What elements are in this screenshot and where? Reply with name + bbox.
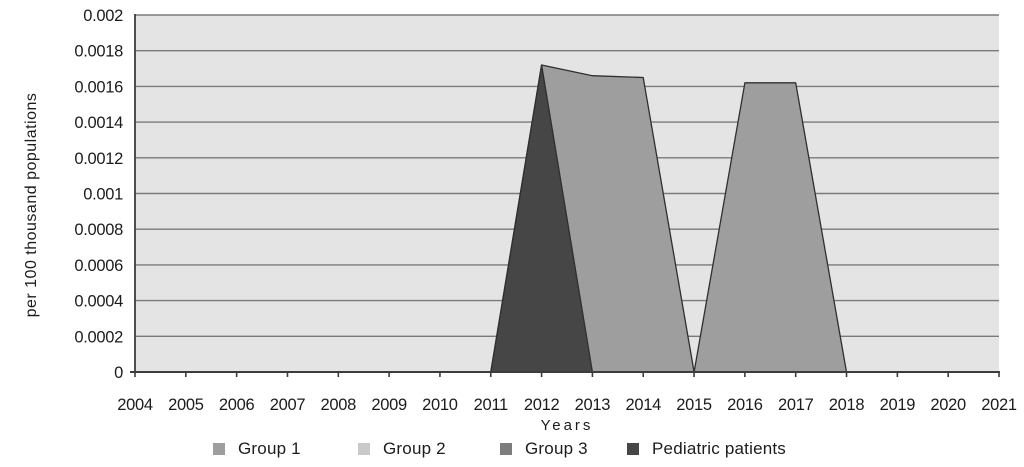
y-tick-label: 0.0006	[74, 257, 123, 275]
x-tick-label: 2005	[168, 396, 204, 414]
legend-label: Pediatric patients	[652, 439, 787, 458]
legend-label: Group 3	[525, 439, 588, 458]
y-tick-label: 0.0018	[74, 43, 123, 61]
y-tick-label: 0.0004	[74, 293, 123, 311]
legend-swatch-icon	[358, 443, 370, 455]
x-tick-label: 2017	[778, 396, 814, 414]
y-axis-title: per 100 thousand populations	[23, 92, 40, 318]
x-tick-label: 2009	[371, 396, 407, 414]
x-tick-label: 2004	[117, 396, 153, 414]
legend-item-pediatric-patients: Pediatric patients	[627, 438, 786, 460]
x-tick-label: 2019	[880, 396, 916, 414]
y-tick-label: 0.0008	[74, 221, 123, 239]
legend-item-group-1: Group 1	[213, 438, 301, 460]
y-tick-label: 0.0012	[74, 150, 123, 168]
legend-swatch-icon	[213, 443, 225, 455]
x-tick-label: 2021	[981, 396, 1017, 414]
y-tick-label: 0.001	[83, 186, 123, 204]
x-tick-label: 2006	[219, 396, 255, 414]
x-tick-label: 2007	[270, 396, 306, 414]
x-tick-label: 2010	[422, 396, 458, 414]
y-tick-label: 0.0002	[74, 328, 123, 346]
legend-item-group-3: Group 3	[500, 438, 588, 460]
x-tick-label: 2020	[930, 396, 966, 414]
x-tick-label: 2016	[727, 396, 763, 414]
legend-swatch-icon	[627, 443, 639, 455]
y-tick-label: 0.0014	[74, 114, 123, 132]
x-tick-label: 2012	[524, 396, 560, 414]
x-axis-title: Years	[540, 417, 594, 434]
x-tick-label: 2008	[321, 396, 357, 414]
y-tick-label: 0.002	[83, 7, 123, 25]
y-tick-label: 0	[114, 364, 123, 382]
x-tick-label: 2014	[625, 396, 661, 414]
legend-label: Group 2	[383, 439, 446, 458]
chart-legend: Group 1 Group 2 Group 3 Pediatric patients	[0, 438, 1024, 462]
x-tick-label: 2013	[575, 396, 611, 414]
y-tick-label: 0.0016	[74, 78, 123, 96]
x-tick-label: 2018	[829, 396, 865, 414]
legend-swatch-icon	[500, 443, 512, 455]
x-tick-label: 2015	[676, 396, 712, 414]
x-tick-label: 2011	[474, 396, 508, 414]
legend-label: Group 1	[238, 439, 301, 458]
legend-item-group-2: Group 2	[358, 438, 446, 460]
